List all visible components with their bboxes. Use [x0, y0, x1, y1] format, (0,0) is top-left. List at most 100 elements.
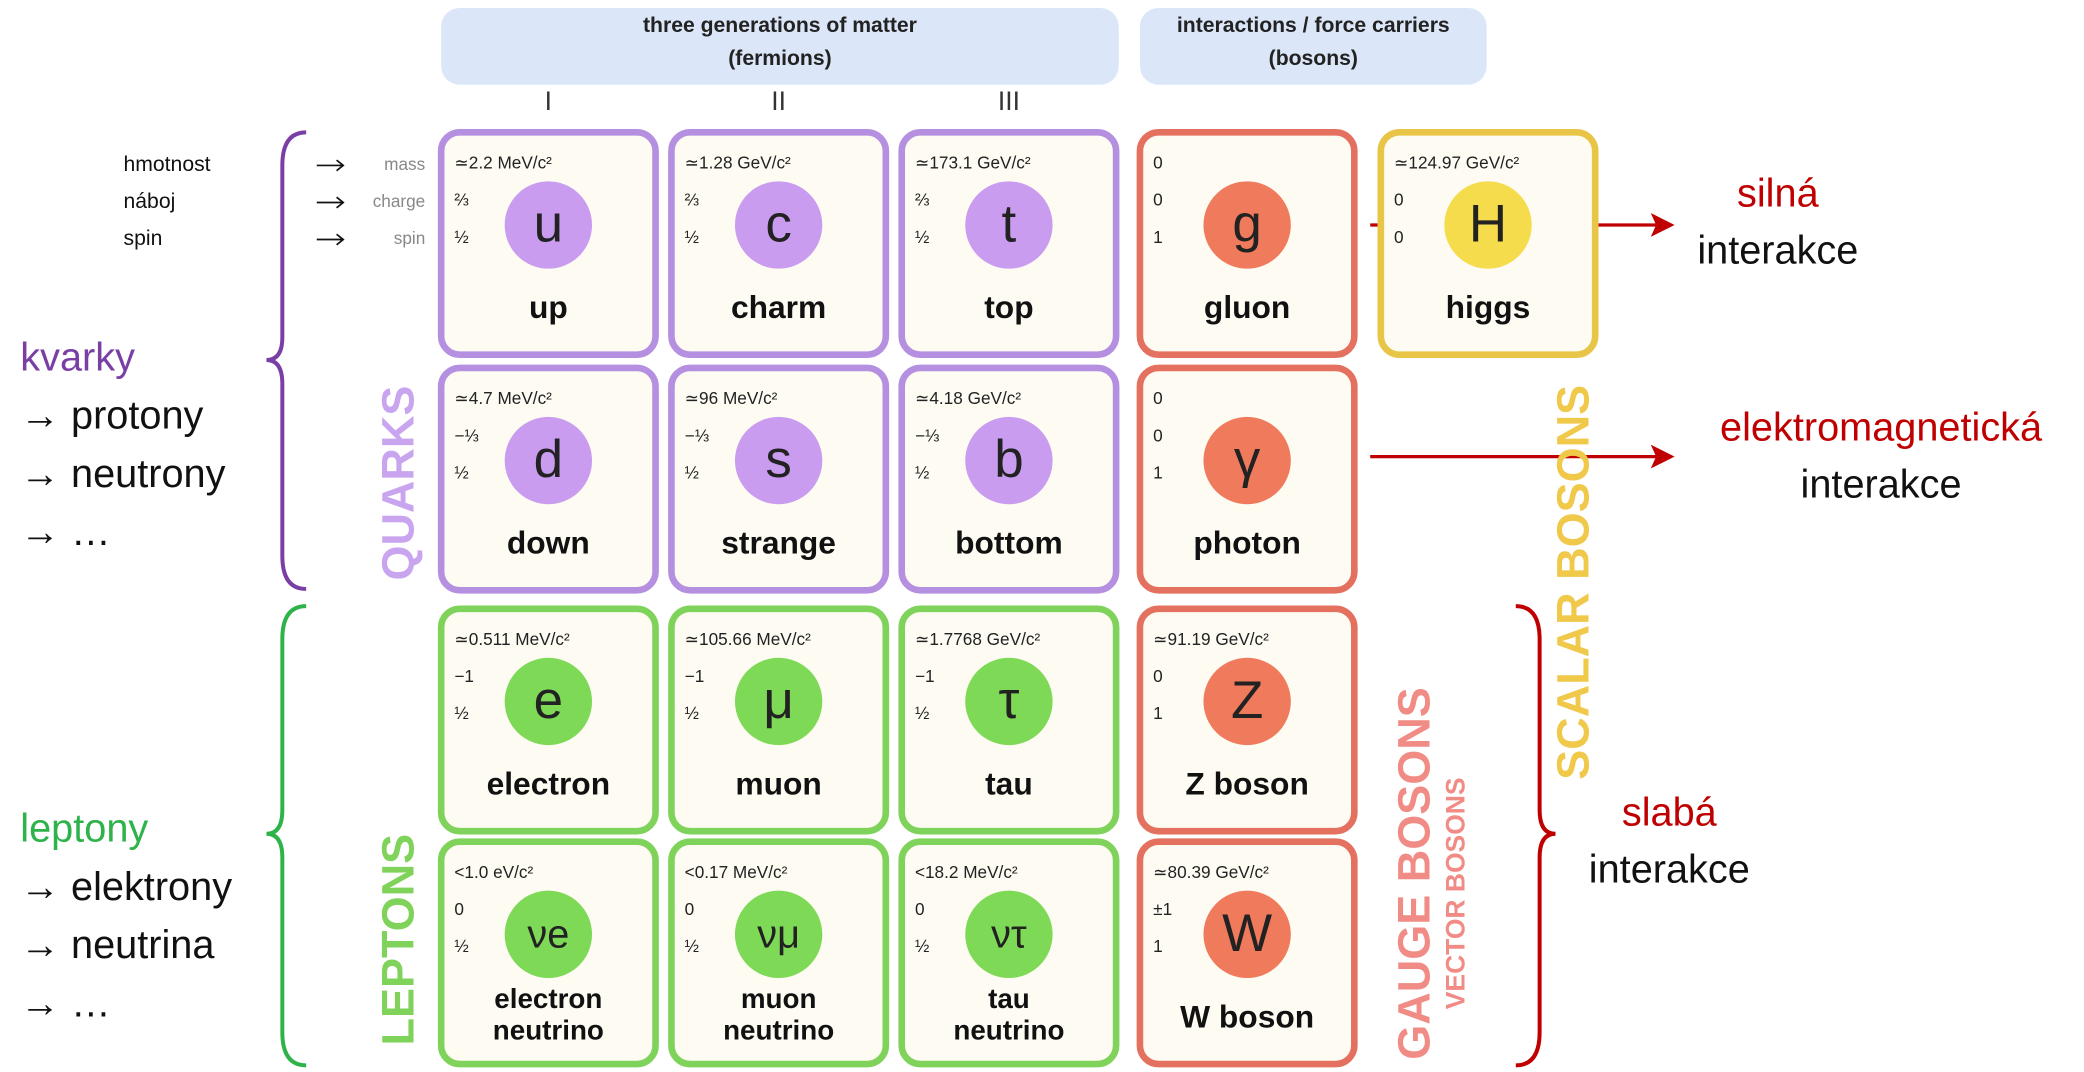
em-arrow — [1370, 445, 1674, 469]
particle-name: strange — [721, 525, 836, 561]
spin: ½ — [915, 936, 929, 956]
charge: 0 — [915, 899, 925, 919]
particle-symbol: g — [1232, 195, 1261, 254]
charge: ⅔ — [915, 190, 929, 210]
spin: ½ — [454, 227, 468, 247]
spin: 1 — [1153, 936, 1163, 956]
arrow-small — [317, 160, 343, 171]
spin: ½ — [915, 462, 929, 482]
mass: <1.0 eV/c² — [454, 862, 533, 882]
group-label: VECTOR BOSONS — [1441, 777, 1471, 1009]
header-text: three generations of matter — [643, 14, 917, 37]
charge: ±1 — [1153, 899, 1172, 919]
particle-symbol: νμ — [757, 912, 800, 956]
quark-brace — [266, 132, 306, 589]
spin: 1 — [1153, 703, 1163, 723]
mass: ≃105.66 MeV/c² — [685, 629, 811, 649]
charge: −1 — [915, 666, 935, 686]
property-label: mass — [384, 154, 425, 174]
property-label: spin — [394, 228, 426, 248]
interaction-label: silná — [1737, 171, 1820, 215]
spin: ½ — [685, 462, 699, 482]
particle-symbol: νe — [527, 912, 569, 956]
generation-label: I — [545, 86, 552, 116]
particle-symbol: ντ — [991, 912, 1027, 956]
particle-symbol: μ — [763, 671, 794, 730]
particle-name: electron — [487, 766, 611, 802]
generation-label: II — [771, 86, 786, 116]
note: → neutrony — [20, 452, 225, 496]
particle-symbol: H — [1469, 195, 1507, 254]
note: kvarky — [20, 335, 135, 379]
particle-symbol: c — [765, 195, 791, 254]
group-label: SCALAR BOSONS — [1548, 385, 1599, 780]
charge: 0 — [1153, 666, 1163, 686]
mass: ≃2.2 MeV/c² — [454, 153, 552, 173]
charge: ⅔ — [685, 190, 699, 210]
particle-name: W boson — [1180, 998, 1314, 1034]
particle-symbol: Z — [1231, 671, 1263, 730]
mass: 0 — [1153, 153, 1163, 173]
charge: 0 — [1153, 425, 1163, 445]
mass: ≃4.7 MeV/c² — [454, 388, 552, 408]
particle-name: higgs — [1446, 289, 1531, 325]
particle-name: charm — [731, 289, 826, 325]
group-label: GAUGE BOSONS — [1389, 687, 1440, 1059]
spin: ½ — [915, 703, 929, 723]
particle-name: muon — [735, 766, 821, 802]
particle-symbol: u — [534, 195, 563, 254]
particle-name: down — [507, 525, 590, 561]
particle-name: photon — [1193, 525, 1301, 561]
header-text: interactions / force carriers — [1177, 14, 1450, 37]
interaction-label: slabá — [1622, 791, 1718, 835]
note: leptony — [20, 807, 148, 851]
arrow-small — [317, 234, 343, 245]
mass: ≃96 MeV/c² — [685, 388, 778, 408]
lepton-brace — [266, 606, 306, 1065]
note: → … — [20, 510, 110, 554]
charge: 0 — [685, 899, 695, 919]
spin: ½ — [454, 936, 468, 956]
particle-name: top — [984, 289, 1033, 325]
interaction-label: interakce — [1801, 463, 1962, 507]
particle-name: tau — [985, 766, 1033, 802]
particle-name: muon — [741, 983, 817, 1014]
generation-label: III — [998, 86, 1020, 116]
charge: 0 — [1153, 190, 1163, 210]
charge: −⅓ — [454, 425, 478, 445]
mass: <18.2 MeV/c² — [915, 862, 1018, 882]
note: → elektrony — [20, 865, 232, 909]
particle-symbol: τ — [998, 671, 1019, 730]
charge: −1 — [685, 666, 705, 686]
header-text: (fermions) — [728, 47, 831, 70]
property-label: charge — [373, 191, 426, 211]
spin: ½ — [454, 703, 468, 723]
mass: ≃1.7768 GeV/c² — [915, 629, 1041, 649]
particle-name: bottom — [955, 525, 1063, 561]
note: → protony — [20, 394, 203, 438]
charge: −⅓ — [685, 425, 709, 445]
mass: ≃80.39 GeV/c² — [1153, 862, 1269, 882]
particle-name: neutrino — [723, 1015, 834, 1046]
charge: −⅓ — [915, 425, 939, 445]
spin: 1 — [1153, 462, 1163, 482]
mass: ≃4.18 GeV/c² — [915, 388, 1021, 408]
interaction-label: elektromagnetická — [1720, 406, 2043, 450]
particle-symbol: e — [534, 671, 563, 730]
note: → … — [20, 981, 110, 1025]
particle-name: Z boson — [1185, 766, 1308, 802]
charge: 0 — [454, 899, 464, 919]
mass: 0 — [1153, 388, 1163, 408]
particle-name: electron — [494, 983, 602, 1014]
mass: <0.17 MeV/c² — [685, 862, 788, 882]
property-label-cz: hmotnost — [124, 153, 211, 176]
mass: ≃0.511 MeV/c² — [454, 629, 570, 649]
particle-name: tau — [988, 983, 1030, 1014]
particle-name: neutrino — [493, 1015, 604, 1046]
group-label: LEPTONS — [372, 834, 423, 1046]
interaction-label: interakce — [1589, 848, 1750, 892]
particle-symbol: d — [534, 430, 563, 489]
standard-model-diagram: three generations of matter (fermions) int… — [0, 0, 2084, 1072]
particle-symbol: t — [1002, 195, 1017, 254]
spin: ½ — [685, 227, 699, 247]
